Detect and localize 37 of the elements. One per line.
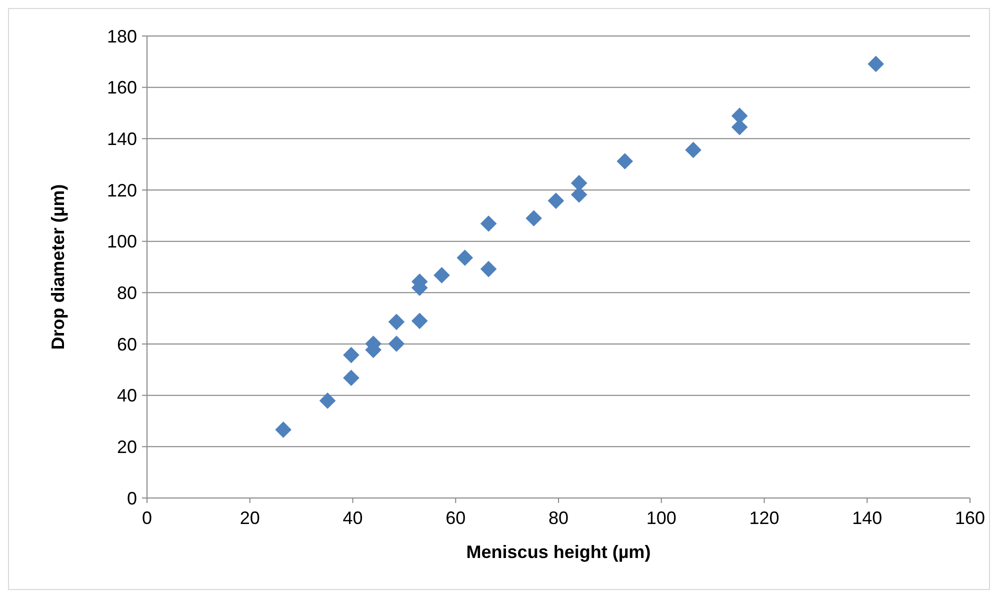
point: [343, 346, 360, 364]
y-tick-label: 140: [106, 128, 137, 149]
point: [411, 312, 428, 330]
point: [868, 56, 884, 72]
x-tick-label: 0: [142, 508, 152, 528]
point: [388, 336, 405, 352]
y-axis-title: Drop diameter (µm): [48, 184, 68, 350]
x-tick-label: 100: [646, 508, 676, 528]
point: [480, 215, 497, 232]
y-tick-label: 40: [116, 386, 137, 406]
point: [548, 192, 564, 209]
x-tick-label: 60: [446, 508, 466, 528]
x-tick-label: 120: [749, 508, 780, 528]
point: [275, 422, 292, 438]
x-axis-title: Meniscus height (µm): [466, 542, 651, 562]
point: [526, 210, 542, 226]
x-tick-label: 40: [342, 508, 363, 528]
point: [616, 153, 634, 170]
point: [456, 250, 474, 266]
x-tick-label: 20: [240, 508, 260, 528]
y-tick-label: 20: [116, 436, 137, 457]
y-tick-label: 60: [116, 334, 137, 354]
point: [434, 267, 450, 284]
point: [343, 370, 360, 386]
point: [388, 314, 405, 330]
point: [319, 392, 336, 409]
x-tick-label: 160: [954, 508, 986, 528]
y-tick-label: 160: [106, 78, 137, 98]
x-tick-label: 140: [852, 508, 882, 528]
point: [685, 142, 702, 158]
x-tick-label: 80: [548, 508, 569, 528]
y-tick-label: 80: [116, 282, 137, 303]
point: [480, 260, 497, 278]
y-tick-label: 100: [106, 232, 137, 252]
y-tick-label: 120: [106, 180, 137, 200]
y-tick-label: 0: [126, 488, 137, 508]
y-tick-label: 180: [106, 26, 137, 46]
